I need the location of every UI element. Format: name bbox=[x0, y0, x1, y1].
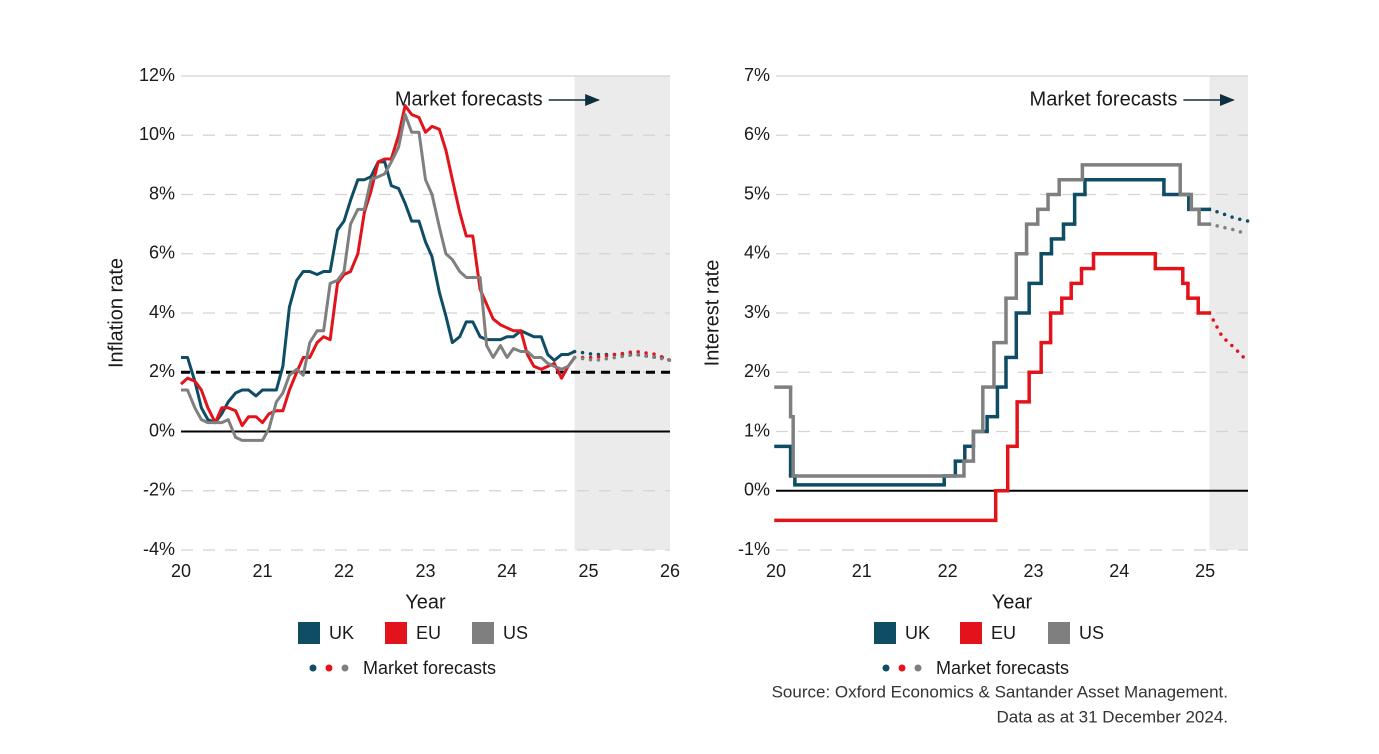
y-tick-label: 0% bbox=[744, 480, 770, 500]
series-line bbox=[181, 160, 576, 425]
x-axis-title: Year bbox=[992, 591, 1033, 613]
legend-swatch bbox=[298, 622, 320, 644]
legend-swatch bbox=[960, 622, 982, 644]
annotation: Market forecasts bbox=[1030, 88, 1178, 110]
legend-dot bbox=[325, 664, 333, 672]
y-axis-title: Inflation rate bbox=[105, 258, 127, 368]
x-tick-label: 24 bbox=[1109, 561, 1129, 581]
x-tick-label: 25 bbox=[1195, 561, 1215, 581]
series-line bbox=[181, 113, 576, 442]
forecast-line bbox=[1207, 222, 1246, 235]
y-tick-label: 6% bbox=[744, 124, 770, 144]
y-axis-title: Interest rate bbox=[701, 260, 723, 367]
legend-label: US bbox=[1079, 623, 1104, 643]
x-tick-label: 20 bbox=[766, 561, 786, 581]
y-tick-label: 3% bbox=[744, 302, 770, 322]
y-tick-label: 6% bbox=[149, 243, 175, 263]
y-tick-label: -4% bbox=[143, 539, 175, 559]
series-line bbox=[179, 104, 576, 428]
source-note: Source: Oxford Economics & Santander Ass… bbox=[772, 682, 1228, 701]
legend-label: UK bbox=[905, 623, 930, 643]
legend-label: EU bbox=[416, 623, 441, 643]
legend-label: UK bbox=[329, 623, 354, 643]
legend-label: EU bbox=[991, 623, 1016, 643]
x-tick-label: 20 bbox=[171, 561, 191, 581]
legend-swatch bbox=[472, 622, 494, 644]
annotation: Market forecasts bbox=[395, 88, 543, 110]
x-axis-title: Year bbox=[405, 591, 446, 613]
x-tick-label: 25 bbox=[578, 561, 598, 581]
forecast-line bbox=[572, 349, 672, 360]
legend-swatch bbox=[385, 622, 407, 644]
x-tick-label: 23 bbox=[415, 561, 435, 581]
y-tick-label: 4% bbox=[744, 243, 770, 263]
forecast-line bbox=[572, 349, 672, 363]
y-tick-label: 1% bbox=[744, 420, 770, 440]
legend-dot bbox=[309, 664, 317, 672]
legend-swatch bbox=[874, 622, 896, 644]
legend-swatch bbox=[1048, 622, 1070, 644]
y-tick-label: 2% bbox=[744, 361, 770, 381]
y-tick-label: 8% bbox=[149, 183, 175, 203]
y-tick-label: 0% bbox=[149, 420, 175, 440]
y-tick-label: 7% bbox=[744, 65, 770, 85]
legend-dot bbox=[898, 664, 906, 672]
legend-dot bbox=[914, 664, 922, 672]
x-tick-label: 21 bbox=[852, 561, 872, 581]
y-tick-label: 4% bbox=[149, 302, 175, 322]
x-tick-label: 26 bbox=[660, 561, 680, 581]
legend-label: Market forecasts bbox=[936, 658, 1069, 678]
x-tick-label: 24 bbox=[497, 561, 517, 581]
y-tick-label: 5% bbox=[744, 183, 770, 203]
forecast-line bbox=[1207, 207, 1250, 223]
x-tick-label: 22 bbox=[334, 561, 354, 581]
forecast-line bbox=[572, 352, 672, 363]
legend-label: US bbox=[503, 623, 528, 643]
legend-dot bbox=[341, 664, 349, 672]
source-note: Data as at 31 December 2024. bbox=[996, 707, 1228, 726]
x-tick-label: 22 bbox=[938, 561, 958, 581]
y-tick-label: 2% bbox=[149, 361, 175, 381]
legend-dot bbox=[882, 664, 890, 672]
y-tick-label: 10% bbox=[139, 124, 175, 144]
x-tick-label: 21 bbox=[252, 561, 272, 581]
x-tick-label: 23 bbox=[1023, 561, 1043, 581]
y-tick-label: 12% bbox=[139, 65, 175, 85]
y-tick-label: -1% bbox=[738, 539, 770, 559]
y-tick-label: -2% bbox=[143, 480, 175, 500]
legend-label: Market forecasts bbox=[363, 658, 496, 678]
